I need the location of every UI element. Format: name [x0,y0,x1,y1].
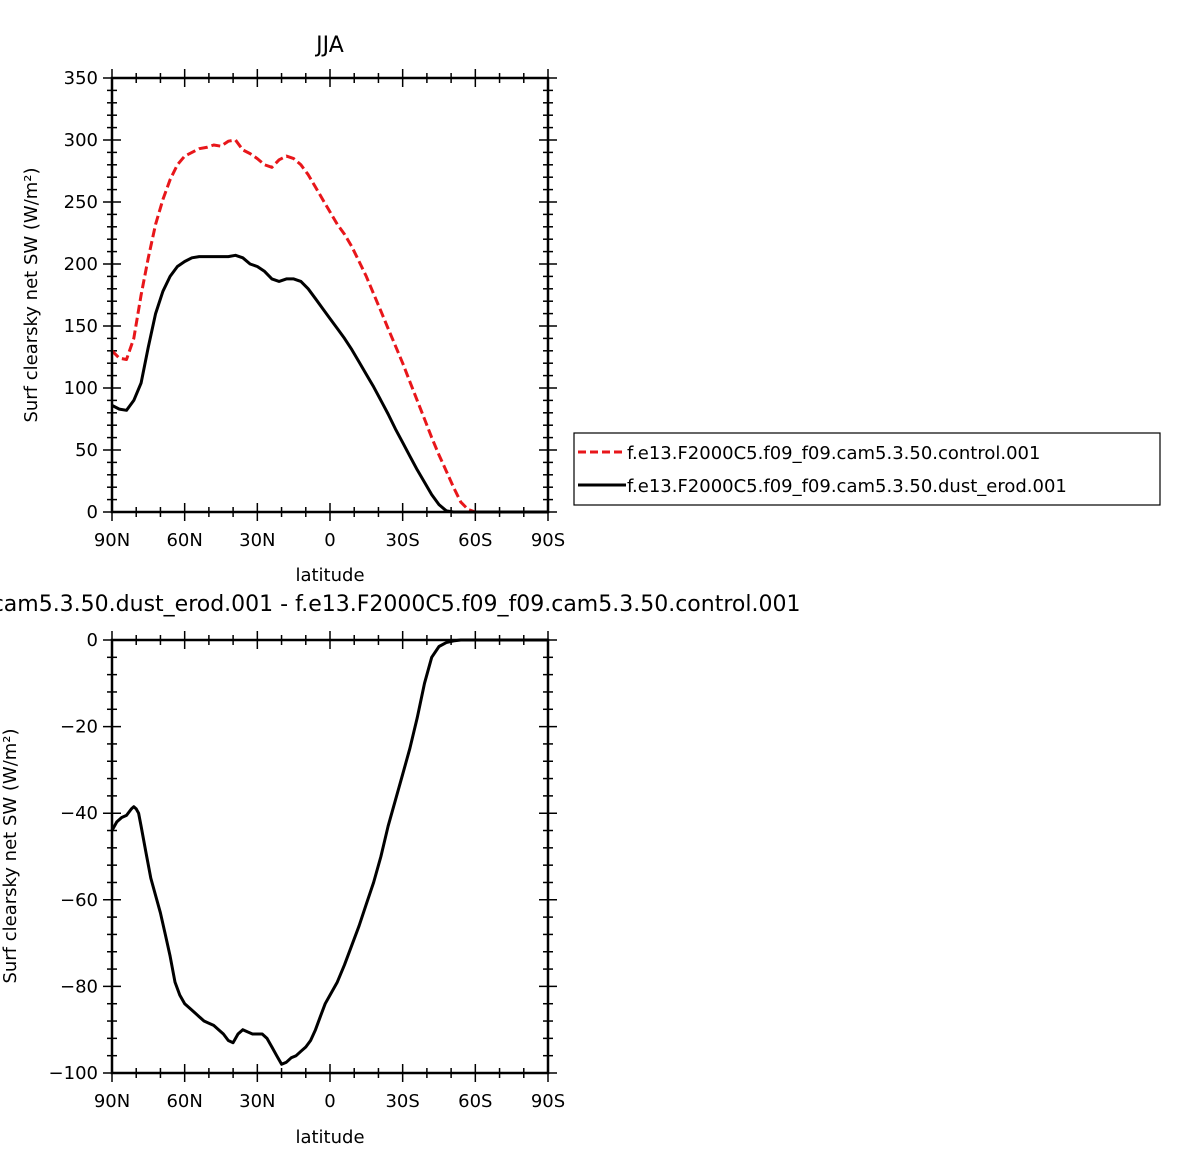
top-x-tick-label: 60N [166,530,202,551]
top-chart-title: JJA [314,33,344,58]
top-series-line-0 [110,138,548,514]
bottom-x-tick-label: 60N [166,1091,202,1112]
bottom-y-tick-label: −100 [49,1063,98,1084]
legend: f.e13.F2000C5.f09_f09.cam5.3.50.control.… [573,432,1161,506]
bottom-x-tick-label: 30S [385,1091,419,1112]
bottom-x-tick-label: 90S [531,1091,565,1112]
bottom-y-tick-label: −40 [60,803,98,824]
bottom-panel: f.e13.F2000C5.f09_f09.cam5.3.50.dust_ero… [0,592,800,1148]
top-tick-labels: 90N 60N 30N 0 30S 60S 90S 0 50 100 150 200 250 300 350 [64,68,566,551]
top-y-tick-label: 250 [64,192,98,213]
top-x-tick-label: 60S [458,530,492,551]
bottom-y-tick-label: −60 [60,890,98,911]
legend-label-dust-erod: f.e13.F2000C5.f09_f09.cam5.3.50.dust_ero… [627,476,1067,497]
top-y-tick-label: 350 [64,68,98,89]
bottom-series-line-0 [110,638,548,1066]
top-x-tick-label: 90N [94,530,130,551]
top-plot-frame [110,76,550,514]
legend-box [573,432,1161,506]
legend-label-control: f.e13.F2000C5.f09_f09.cam5.3.50.control.… [627,443,1040,464]
bottom-x-tick-label: 30N [239,1091,275,1112]
top-y-tick-label: 50 [75,440,98,461]
bottom-y-tick-label: 0 [87,630,98,651]
top-x-tick-label: 30N [239,530,275,551]
top-x-tick-label: 90S [531,530,565,551]
top-y-tick-label: 0 [87,502,98,523]
top-x-tick-label: 0 [324,530,335,551]
bottom-y-tick-label: −20 [60,717,98,738]
bottom-axis-ticks [103,631,557,1082]
bottom-x-tick-label: 90N [94,1091,130,1112]
top-x-tick-label: 30S [385,530,419,551]
top-x-axis-label: latitude [295,565,364,586]
top-panel: JJA 90N 60N 30N 0 30S 60S 90S 0 50 100 150 200 250 30… [21,33,1161,586]
bottom-chart-title: f.e13.F2000C5.f09_f09.cam5.3.50.dust_ero… [0,592,800,617]
bottom-y-axis-label: Surf clearsky net SW (W/m²) [0,728,21,983]
bottom-tick-labels: 90N 60N 30N 0 30S 60S 90S 0 −20 −40 −60 −80 −100 [49,630,566,1112]
top-y-tick-label: 150 [64,316,98,337]
top-y-axis-label: Surf clearsky net SW (W/m²) [21,167,42,422]
top-y-tick-label: 200 [64,254,98,275]
bottom-x-tick-label: 60S [458,1091,492,1112]
top-axis-ticks [103,69,557,521]
bottom-y-tick-label: −80 [60,976,98,997]
bottom-series-lines [110,638,548,1066]
bottom-plot-frame [110,638,550,1075]
bottom-x-tick-label: 0 [324,1091,335,1112]
top-y-tick-label: 300 [64,130,98,151]
top-series-lines [110,138,548,514]
top-y-tick-label: 100 [64,378,98,399]
bottom-x-axis-label: latitude [295,1127,364,1148]
top-series-line-1 [111,253,548,514]
